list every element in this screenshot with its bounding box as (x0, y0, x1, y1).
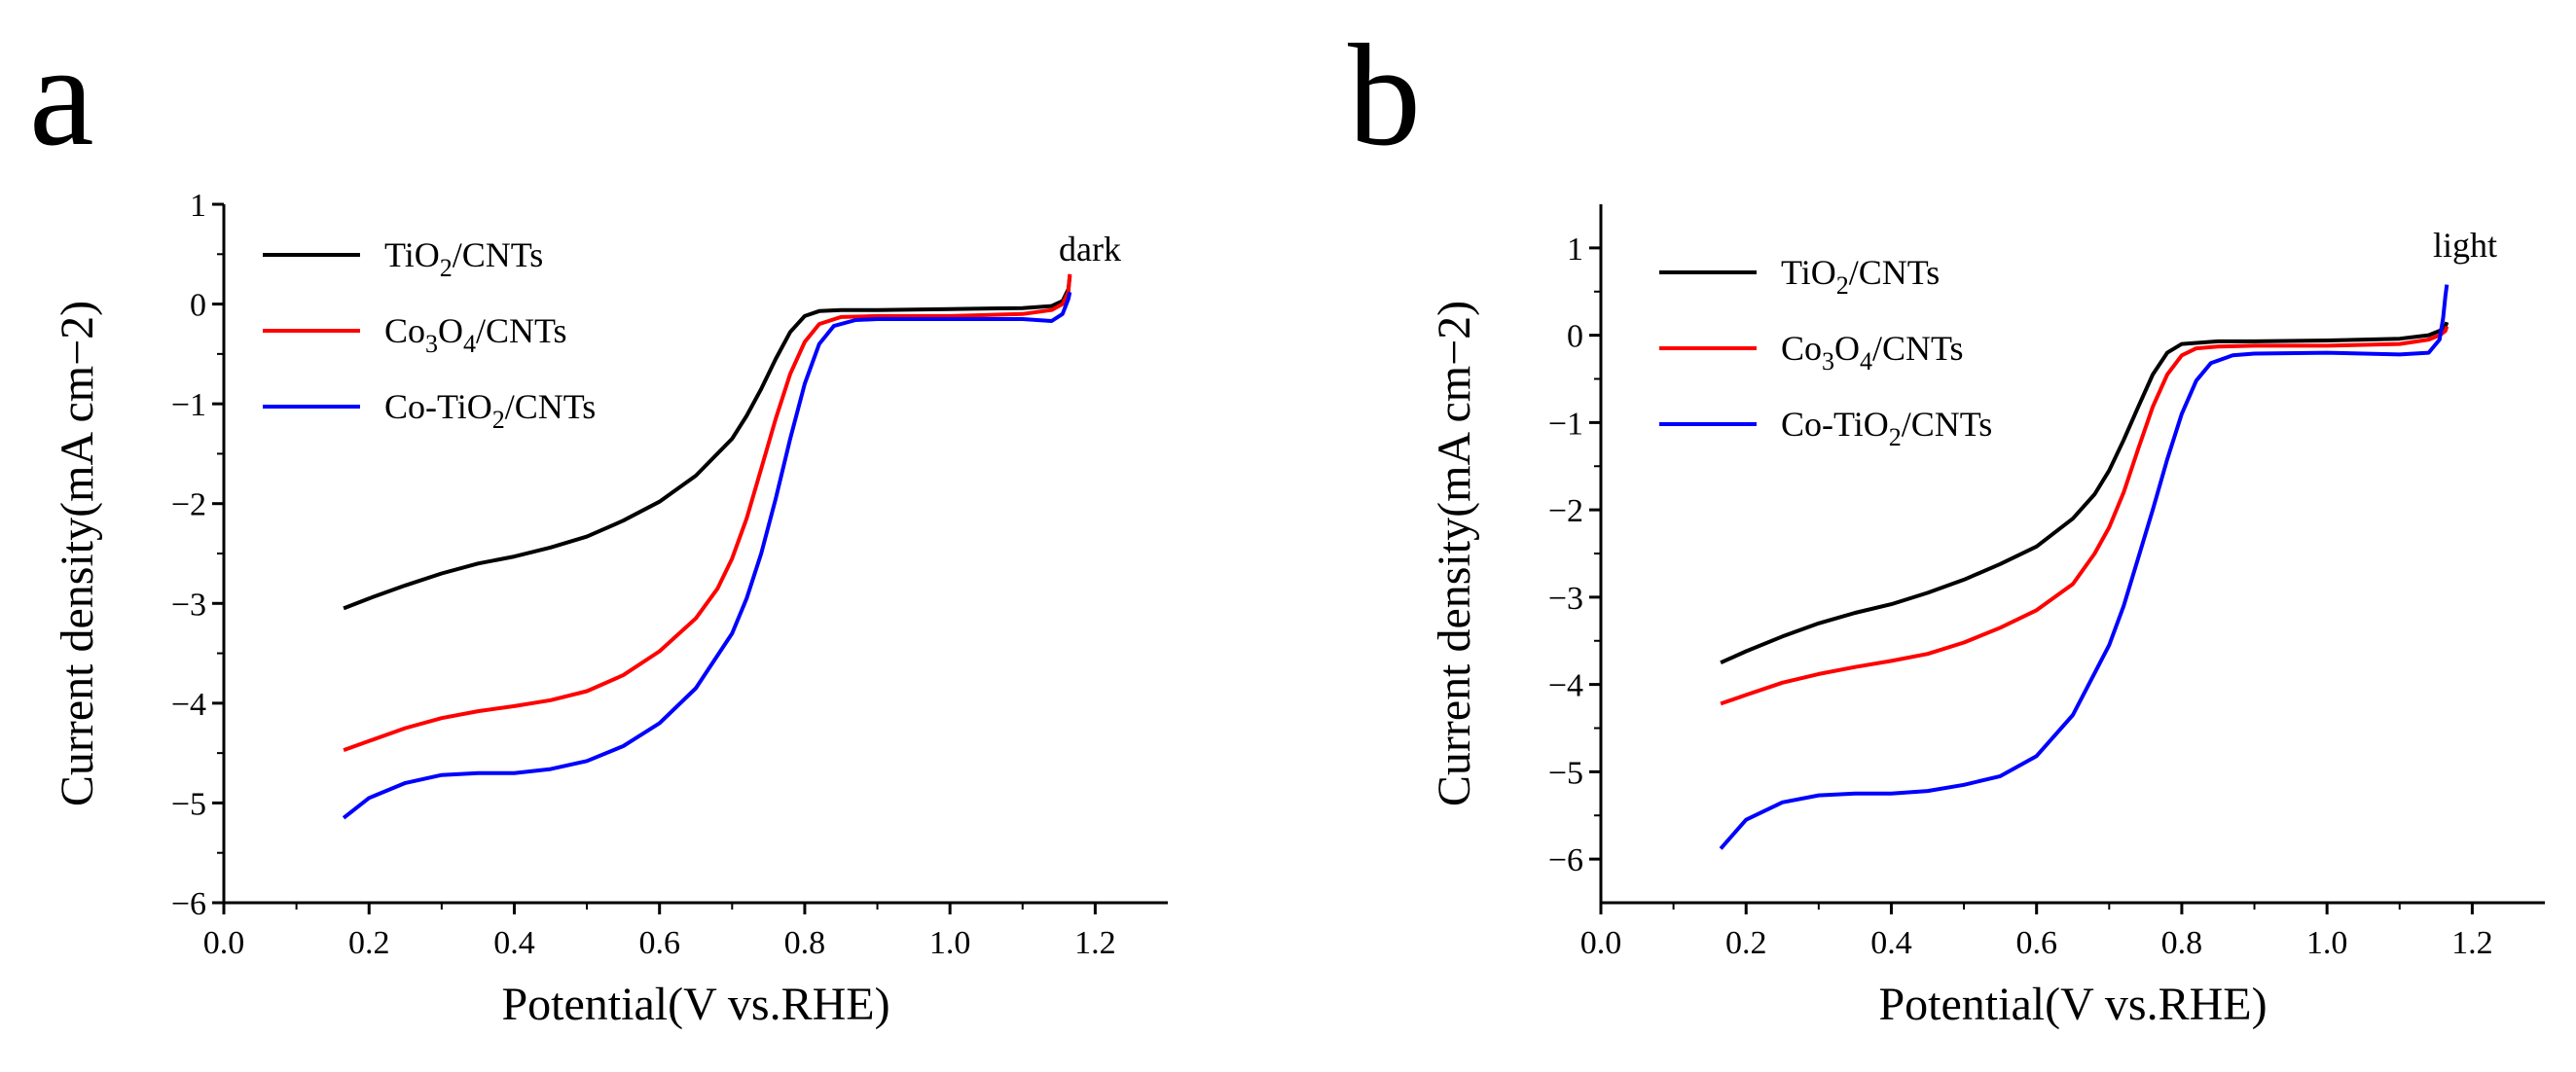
y-tick-label: −4 (1548, 668, 1583, 704)
condition-annotation: dark (1059, 230, 1121, 268)
legend-entry: Co-TiO2/CNTs (384, 387, 596, 434)
panel-letter: a (29, 15, 94, 176)
panel-letter: b (1348, 15, 1421, 176)
x-tick-label: 0.2 (1725, 925, 1767, 961)
x-tick-label: 1.0 (2306, 925, 2348, 961)
x-tick-label: 1.2 (1074, 925, 1116, 961)
y-tick-label: 0 (1567, 319, 1583, 355)
chart-panel-a: a 0.0 0.2 0.4 0.6 0.8 1.0 1.2 −6 −5 −4 −3 −2 −1 0 1 Pote… (29, 15, 1168, 1030)
y-tick-label: 1 (190, 188, 206, 224)
x-tick-label: 0.0 (203, 925, 245, 961)
y-tick-label: −6 (1548, 842, 1583, 878)
x-tick-label: 0.8 (2161, 925, 2203, 961)
y-tick-label: −5 (1548, 755, 1583, 791)
series-line-1 (343, 273, 1072, 752)
y-tick-label: −3 (1548, 581, 1583, 617)
y-tick-label: −4 (171, 687, 206, 723)
y-tick-label: −2 (171, 487, 206, 523)
x-tick-label: 0.6 (2015, 925, 2057, 961)
x-tick-label: 0.2 (348, 925, 390, 961)
y-tick-label: −5 (171, 786, 206, 822)
x-tick-label: 1.0 (929, 925, 971, 961)
x-axis-label: Potential(V vs.RHE) (1878, 979, 2267, 1030)
legend-entry: TiO2/CNTs (1781, 253, 1940, 300)
x-tick-label: 0.8 (784, 925, 826, 961)
legend-entry: Co3O4/CNTs (1781, 329, 1964, 375)
y-tick-label: −3 (171, 587, 206, 623)
series-line-0 (343, 275, 1072, 611)
series-line-2 (342, 291, 1072, 820)
y-tick-label: −1 (1548, 406, 1583, 442)
x-tick-label: 0.4 (1870, 925, 1912, 961)
series-line-2 (1719, 284, 2449, 850)
y-axis-label: Current density(mA cm−2) (52, 301, 103, 806)
condition-annotation: light (2433, 226, 2497, 265)
series-line-0 (1720, 321, 2449, 665)
x-tick-label: 0.6 (638, 925, 680, 961)
x-tick-label: 1.2 (2451, 925, 2493, 961)
x-tick-label: 0.0 (1580, 925, 1622, 961)
x-tick-label: 0.4 (493, 925, 535, 961)
y-tick-label: −2 (1548, 493, 1583, 529)
series-line-1 (1720, 325, 2449, 706)
legend-entry: TiO2/CNTs (384, 235, 543, 282)
x-axis-label: Potential(V vs.RHE) (501, 979, 889, 1030)
y-tick-label: −1 (171, 387, 206, 423)
y-tick-label: 0 (190, 288, 206, 324)
y-tick-label: 1 (1567, 232, 1583, 268)
legend-entry: Co3O4/CNTs (384, 311, 567, 358)
y-axis-label: Current density(mA cm−2) (1429, 301, 1480, 806)
chart-panel-b: b 0.0 0.2 0.4 0.6 0.8 1.0 1.2 −6 −5 −4 −3 −2 −1 0 1 Pote… (1348, 15, 2545, 1030)
legend-entry: Co-TiO2/CNTs (1781, 405, 1992, 451)
y-tick-label: −6 (171, 886, 206, 922)
